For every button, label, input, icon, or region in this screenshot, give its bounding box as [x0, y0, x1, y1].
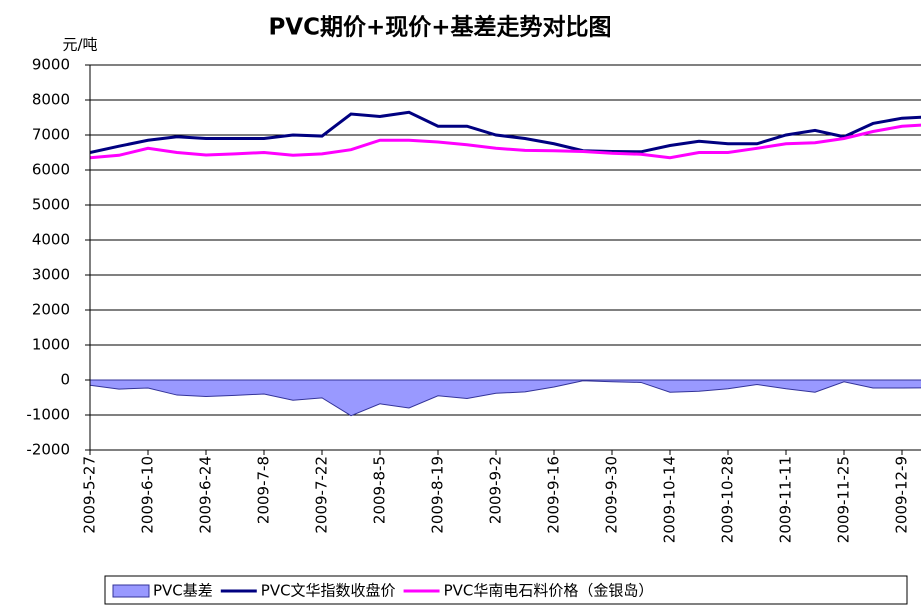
y-tick-label: 2000 — [32, 301, 70, 319]
y-tick-label: -1000 — [26, 406, 70, 424]
axes: -2000 -1000 0 1000 2000 3000 4000 5000 6000 7000 8… — [26, 56, 921, 543]
x-tick-label: 2009-6-24 — [197, 456, 215, 534]
y-tick-label: -2000 — [26, 441, 70, 459]
y-axis-label: 元/吨 — [62, 36, 97, 54]
y-tick-label: 7000 — [32, 126, 70, 144]
x-tick-label: 2009-11-11 — [777, 456, 795, 543]
y-tick-label: 4000 — [32, 231, 70, 249]
chart-title: PVC期价+现价+基差走势对比图 — [268, 14, 611, 41]
line — [90, 123, 921, 160]
x-tick-label: 2009-8-5 — [371, 456, 389, 524]
y-tick-label: 9000 — [32, 56, 70, 74]
line — [90, 110, 921, 154]
legend-label: PVC文华指数收盘价 — [261, 582, 396, 600]
y-tick-label: 3000 — [32, 266, 70, 284]
plot-area — [90, 110, 921, 417]
x-tick-label: 2009-11-25 — [835, 456, 853, 543]
x-tick-label: 2009-7-22 — [313, 456, 331, 534]
x-tick-label: 2009-10-14 — [661, 456, 679, 543]
y-tick-label: 6000 — [32, 161, 70, 179]
legend-swatch — [112, 584, 150, 598]
y-tick-label: 1000 — [32, 336, 70, 354]
y-tick-label: 0 — [60, 371, 70, 389]
y-tick-label: 5000 — [32, 196, 70, 214]
legend-label: PVC华南电石料价格（金银岛） — [444, 582, 654, 600]
y-tick-label: 8000 — [32, 91, 70, 109]
legend: PVC基差 PVC文华指数收盘价 PVC华南电石料价格（金银岛） — [112, 582, 654, 600]
x-tick-label: 2009-9-16 — [545, 456, 563, 534]
legend-label: PVC基差 — [153, 582, 213, 600]
area — [90, 379, 921, 417]
x-tick-label: 2009-9-30 — [603, 456, 621, 534]
x-tick-label: 2009-8-19 — [429, 456, 447, 534]
x-tick-label: 2009-5-27 — [81, 456, 99, 534]
x-tick-label: 2009-10-28 — [719, 456, 737, 543]
x-tick-label: 2009-7-8 — [255, 456, 273, 524]
x-tick-label: 2009-9-2 — [487, 456, 505, 524]
x-tick-label: 2009-12-9 — [893, 456, 911, 534]
x-tick-label: 2009-6-10 — [139, 456, 157, 534]
